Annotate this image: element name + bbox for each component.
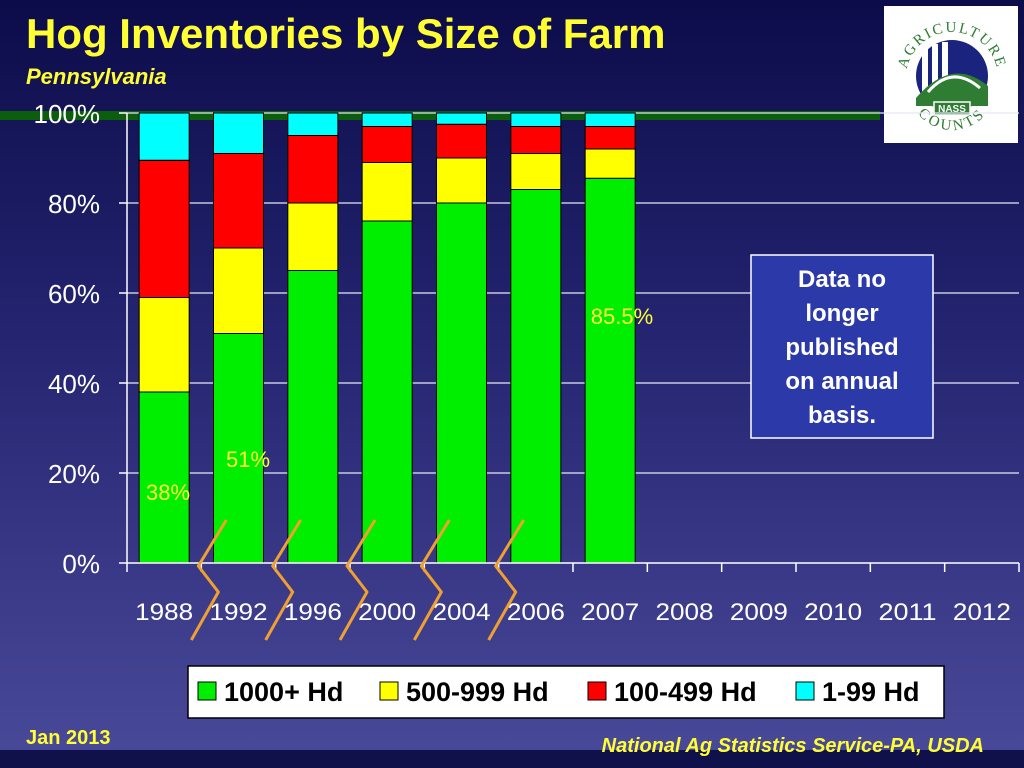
x-tick-label: 1988 [135, 599, 193, 626]
axis-break-mark [338, 519, 377, 641]
nass-logo-icon: NASS AGRICULTURE COUNTS [895, 20, 1007, 134]
bar-segment [510, 153, 562, 190]
axis-break-mark [190, 519, 228, 641]
bar-segment [510, 112, 562, 127]
bar-segment [361, 112, 413, 127]
axis-break-mark [413, 519, 451, 641]
legend-label: 100-499 Hd [614, 677, 757, 707]
bar-segment [584, 112, 636, 127]
bar-segment [584, 126, 636, 150]
x-tick-label: 2010 [804, 599, 862, 626]
bar-segment [138, 391, 190, 564]
bar-segment [361, 162, 413, 222]
footer-band [0, 750, 1024, 768]
legend-swatch [795, 681, 815, 701]
y-tick-label: 60% [48, 279, 100, 309]
bar-segment [138, 112, 190, 161]
bar-segment [138, 297, 190, 393]
legend-label: 1-99 Hd [822, 677, 920, 707]
bar-segment [510, 126, 562, 154]
legend-box [187, 665, 945, 719]
bar-segment [361, 126, 413, 163]
legend-swatch [587, 681, 607, 701]
bar-segment [436, 112, 487, 125]
x-tick-label: 1992 [210, 599, 268, 626]
data-label: 85.5% [591, 304, 653, 329]
x-tick-label: 2000 [358, 599, 416, 626]
data-label: 38% [146, 480, 190, 505]
x-tick-label: 2011 [879, 599, 937, 626]
footer-source: National Ag Statistics Service-PA, USDA [601, 735, 984, 757]
bar-segment [584, 177, 636, 564]
y-tick-label: 100% [34, 99, 101, 129]
x-tick-label: 2009 [730, 599, 788, 626]
footer-date: Jan 2013 [26, 727, 111, 749]
axes: 0% 20% 40% 60% 80% 100% 1988 1992 1996 2000 2004 20… [34, 99, 1020, 626]
bar-segment [436, 202, 487, 564]
x-tick-label: 2012 [953, 599, 1011, 626]
data-labels: 38% 51% 85.5% [146, 304, 653, 505]
x-tick-label: 2006 [507, 599, 565, 626]
y-tick-label: 0% [62, 549, 100, 579]
legend-label: 1000+ Hd [224, 677, 343, 707]
bar-segment [213, 153, 264, 249]
bar-segment [510, 189, 562, 564]
bar-segment [213, 247, 264, 334]
agriculture-counts-logo: NASS AGRICULTURE COUNTS [884, 6, 1018, 143]
bar-segment [287, 112, 339, 136]
axis-break-mark [264, 519, 302, 641]
x-tick-label: 2004 [433, 599, 491, 626]
bar-segment [436, 157, 487, 204]
bar-segment [213, 112, 264, 154]
annotation-line: on annual [785, 368, 898, 395]
bar-segment [287, 202, 339, 271]
x-tick-label: 2007 [581, 599, 639, 626]
annotation-line: published [785, 334, 898, 361]
bar-segment [436, 123, 487, 159]
annotation: Data no longer published on annual basis. [750, 254, 934, 439]
legend-swatch [379, 681, 399, 701]
legend: 1000+ Hd 500-999 Hd 100-499 Hd 1-99 Hd [0, 665, 1024, 768]
annotation-line: basis. [808, 402, 876, 429]
data-label: 51% [226, 447, 270, 472]
annotation-line: longer [805, 300, 878, 327]
bar-segment [361, 220, 413, 564]
bar-segment [138, 159, 190, 298]
annotation-box [750, 254, 934, 439]
bars [138, 112, 636, 564]
y-tick-label: 40% [48, 369, 100, 399]
bar-segment [584, 148, 636, 179]
y-tick-label: 80% [48, 189, 100, 219]
logo-badge: NASS [938, 104, 966, 115]
axis-break-mark [487, 519, 525, 641]
x-tick-label: 1996 [284, 599, 342, 626]
axis-breaks [190, 519, 525, 641]
bar-segment [287, 270, 339, 564]
annotation-line: Data no [798, 266, 886, 293]
y-tick-label: 20% [48, 459, 100, 489]
bar-segment [287, 135, 339, 204]
chart-subtitle: Pennsylvania [26, 64, 167, 89]
legend-label: 500-999 Hd [406, 677, 549, 707]
x-tick-label: 2008 [656, 599, 714, 626]
legend-swatch [197, 681, 217, 701]
chart-title: Hog Inventories by Size of Farm [26, 10, 666, 57]
